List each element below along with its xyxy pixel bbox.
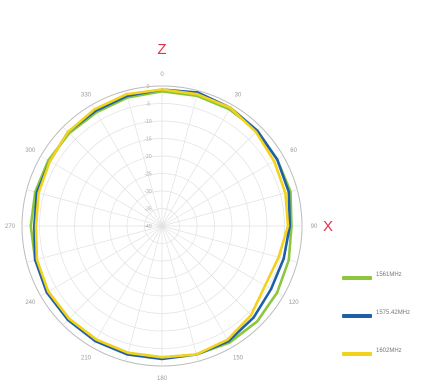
angle-tick-label: 210 xyxy=(81,356,92,362)
grid-spoke xyxy=(40,225,163,297)
legend-item-1575: 1575.42MHz xyxy=(336,308,426,346)
angle-tick-label: 180 xyxy=(157,376,168,380)
radial-tick-label: -5 xyxy=(146,102,151,108)
grid-spoke xyxy=(62,225,163,326)
radial-tick-label: -10 xyxy=(144,119,151,125)
series-line-3 xyxy=(34,88,290,359)
axis-label-x: X xyxy=(323,218,333,235)
angle-tick-label: 330 xyxy=(81,92,92,98)
grid-spoke xyxy=(161,225,199,362)
grid-spoke xyxy=(161,225,233,348)
radial-tick-label: 0 xyxy=(147,84,150,90)
polar-grid xyxy=(21,85,303,367)
legend-label-1602: 1602MHz xyxy=(376,348,402,354)
radial-tick-labels: 0 -5 -10 -15 -20 -25 -30 -35 -40 xyxy=(144,84,151,230)
grid-spoke xyxy=(125,225,163,362)
grid-spoke xyxy=(161,225,284,297)
angle-tick-label: 0 xyxy=(160,72,164,78)
legend-swatch-1575 xyxy=(342,314,372,318)
grid-spoke xyxy=(161,90,199,227)
radial-tick-label: -40 xyxy=(144,224,151,230)
radial-tick-label: -25 xyxy=(144,172,151,178)
angle-tick-label: 60 xyxy=(290,148,297,154)
legend-swatch-1561 xyxy=(342,276,372,280)
grid-spoke xyxy=(26,225,163,263)
legend-item-1561: 1561MHz xyxy=(336,270,426,308)
angle-tick-label: 300 xyxy=(25,148,36,154)
grid-spoke xyxy=(161,225,298,263)
grid-spoke xyxy=(161,155,284,227)
grid-spoke xyxy=(91,225,163,348)
grid-spoke xyxy=(91,104,163,227)
angle-tick-labels: 0 30 60 90 120 150 180 210 240 270 300 330 xyxy=(5,72,318,380)
radial-tick-label: -35 xyxy=(144,207,151,213)
radial-tick-label: -15 xyxy=(144,137,151,143)
angle-tick-label: 120 xyxy=(289,300,300,306)
angle-tick-label: 150 xyxy=(233,356,244,362)
legend-label-1575: 1575.42MHz xyxy=(376,310,411,316)
angle-tick-label: 270 xyxy=(5,224,16,230)
series-lines xyxy=(29,88,293,361)
radial-tick-label: -30 xyxy=(144,189,151,195)
grid-spoke xyxy=(40,155,163,227)
legend-swatch-1602 xyxy=(342,352,372,356)
grid-spoke xyxy=(62,126,163,227)
axis-label-z: Z xyxy=(157,41,166,58)
grid-spoke xyxy=(161,104,233,227)
grid-spoke xyxy=(161,189,298,227)
grid-spoke xyxy=(26,189,163,227)
angle-tick-label: 90 xyxy=(311,224,318,230)
grid-spoke xyxy=(161,225,262,326)
legend-label-1561: 1561MHz xyxy=(376,272,402,278)
radial-tick-label: -20 xyxy=(144,154,151,160)
legend-item-1602: 1602MHz xyxy=(336,346,426,384)
grid-spoke xyxy=(161,126,262,227)
angle-tick-label: 240 xyxy=(25,300,36,306)
angle-tick-label: 30 xyxy=(235,92,242,98)
legend: 1561MHz 1575.42MHz 1602MHz xyxy=(336,270,426,384)
grid-spoke xyxy=(125,90,163,227)
